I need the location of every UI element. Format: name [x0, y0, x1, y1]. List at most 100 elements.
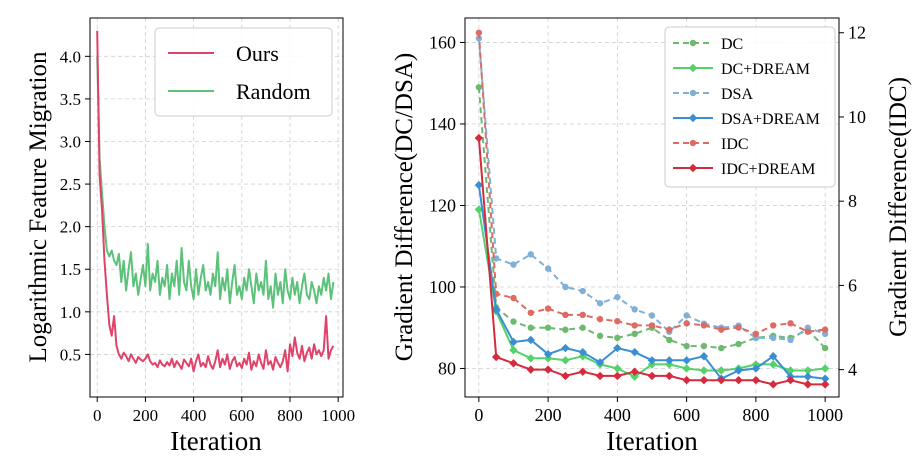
- left-x-axis-label: Iteration: [170, 426, 262, 456]
- left-x-tick-label: 0: [93, 406, 102, 425]
- right-point-dsa: [787, 336, 794, 344]
- right-point-dc: [527, 324, 534, 331]
- right-legend-marker-dc-dream: [688, 63, 698, 73]
- right-point-idc: [752, 330, 760, 338]
- right-point-idc-dream: [717, 375, 726, 385]
- right-point-idc-dream: [734, 375, 743, 385]
- right-point-idc-dream: [474, 133, 484, 143]
- right-point-dsa: [683, 312, 690, 319]
- right-point-dc: [631, 330, 638, 338]
- right-point-dsa: [579, 287, 586, 295]
- right-point-dc-dream: [682, 364, 691, 373]
- right-point-dsa-dream: [820, 374, 830, 383]
- right-point-idc: [804, 328, 812, 335]
- right-point-dsa-dream: [769, 352, 778, 361]
- right-point-dsa: [544, 265, 552, 272]
- right-y-tick-label-left: 80: [438, 358, 456, 378]
- left-chart: 0 200 400 600 800 1000 0.5 1.0 1.5 2.0 2.5 3.0 3.5 4…: [25, 17, 355, 456]
- right-point-idc: [770, 322, 777, 329]
- right-y-ticks-right: 4 6 8 10 12: [839, 23, 866, 380]
- right-point-idc: [562, 311, 569, 319]
- right-point-idc: [527, 309, 534, 316]
- right-series: [474, 29, 830, 389]
- right-x-tick-label: 400: [604, 405, 631, 425]
- right-point-dsa-dream: [578, 347, 587, 357]
- right-y-tick-label-left: 140: [429, 114, 456, 134]
- right-y-tick-label-right: 8: [848, 191, 857, 211]
- right-point-dsa-dream: [751, 364, 761, 373]
- left-series-line-ours: [96, 30, 335, 373]
- left-series: [96, 30, 335, 373]
- right-point-idc: [735, 324, 742, 331]
- left-x-tick-label: 400: [181, 406, 207, 425]
- right-legend-label-dsa: DSA: [721, 86, 753, 103]
- right-point-dc-dream: [526, 354, 535, 363]
- right-point-dsa-dream: [647, 356, 657, 365]
- right-point-dsa-dream: [561, 343, 570, 353]
- right-x-tick-label: 1000: [807, 405, 843, 425]
- right-y-axis-label-right: Gradient Difference(IDC): [885, 77, 912, 337]
- right-point-idc-dream: [561, 371, 570, 381]
- right-point-idc-dream: [595, 371, 605, 381]
- right-point-dc: [700, 342, 708, 350]
- right-point-dc: [735, 340, 742, 348]
- right-point-idc: [631, 322, 638, 329]
- right-point-dc: [510, 318, 517, 325]
- left-y-ticks: 0.5 1.0 1.5 2.0 2.5 3.0 3.5 4.0: [60, 47, 90, 364]
- right-y-tick-label-right: 10: [848, 107, 866, 127]
- right-point-dc-dream: [820, 364, 830, 373]
- right-point-idc: [510, 294, 517, 302]
- right-point-dc-dream: [630, 372, 639, 381]
- right-point-dc-dream: [803, 366, 813, 375]
- right-point-idc-dream: [786, 375, 795, 385]
- right-point-dsa-dream: [803, 372, 813, 381]
- right-x-axis-label: Iteration: [606, 426, 698, 456]
- right-point-idc: [683, 320, 690, 327]
- right-point-dsa-dream: [699, 352, 709, 361]
- right-point-dsa: [562, 283, 569, 291]
- right-point-idc-dream: [509, 359, 518, 368]
- right-legend-marker-dsa: [689, 89, 697, 97]
- left-x-tick-label: 200: [133, 406, 159, 425]
- left-x-tick-label: 600: [229, 406, 255, 425]
- right-legend-label-idc-dream: IDC+DREAM: [721, 161, 815, 178]
- right-point-idc: [787, 320, 794, 327]
- right-point-dsa-dream: [665, 356, 674, 365]
- left-series-line-random: [96, 56, 335, 309]
- right-y-tick-label-left: 120: [429, 195, 456, 215]
- right-point-idc: [475, 29, 483, 36]
- right-y-ticks-left: 80 100 120 140 160: [429, 32, 465, 378]
- right-legend-marker-idc: [689, 139, 697, 147]
- left-legend: Ours Random: [154, 27, 333, 117]
- left-legend-random-label: Random: [236, 79, 311, 104]
- right-legend-label-idc: IDC: [721, 136, 749, 153]
- right-point-dc: [596, 332, 604, 340]
- right-legend-label-dc: DC: [721, 36, 743, 53]
- right-point-idc-dream: [578, 367, 587, 376]
- right-point-idc-dream: [699, 375, 709, 385]
- left-y-tick-label: 2.5: [60, 175, 81, 194]
- right-point-dsa-dream: [682, 356, 691, 365]
- right-point-dc-dream: [769, 360, 778, 369]
- right-point-dc-dream: [474, 205, 484, 214]
- right-point-dc: [718, 344, 725, 352]
- right-legend-marker-dsa-dream: [688, 113, 698, 123]
- right-point-dsa: [596, 300, 604, 307]
- left-legend-box: [154, 27, 333, 117]
- right-point-dc: [544, 324, 552, 331]
- left-x-tick-label: 1000: [321, 406, 355, 425]
- right-series-line-dsa-dream: [477, 184, 826, 380]
- right-point-idc-dream: [491, 352, 501, 362]
- right-point-idc: [821, 326, 829, 333]
- left-y-tick-label: 3.0: [60, 132, 81, 151]
- left-y-tick-label: 0.5: [60, 345, 81, 364]
- right-point-dsa: [510, 261, 517, 268]
- right-point-idc: [544, 305, 552, 312]
- right-y-axis-label-left: Gradient Difference(DC/DSA): [391, 53, 418, 361]
- right-point-dc: [579, 324, 586, 331]
- right-point-dsa: [527, 251, 534, 258]
- right-point-idc-dream: [613, 371, 622, 381]
- right-point-dc: [666, 336, 673, 344]
- left-y-tick-label: 2.0: [60, 218, 81, 237]
